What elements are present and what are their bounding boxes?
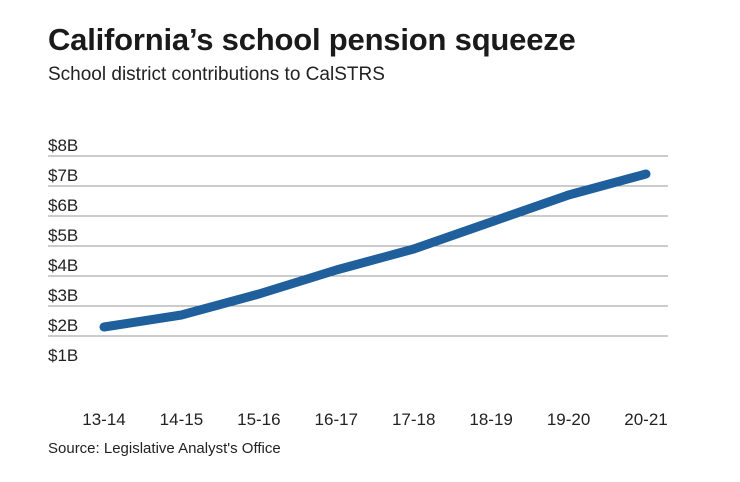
- x-tick-label: 16-17: [315, 410, 358, 429]
- x-tick-label: 13-14: [82, 410, 125, 429]
- y-tick-label: $5B: [48, 226, 78, 245]
- chart-title: California’s school pension squeeze: [48, 22, 576, 57]
- x-tick-label: 14-15: [160, 410, 203, 429]
- x-tick-label: 18-19: [469, 410, 512, 429]
- x-tick-label: 17-18: [392, 410, 435, 429]
- series-layer: [99, 169, 651, 332]
- x-tick-label: 19-20: [547, 410, 590, 429]
- y-tick-label: $4B: [48, 256, 78, 275]
- x-tick-label: 20-21: [624, 410, 667, 429]
- y-tick-label: $7B: [48, 166, 78, 185]
- gridlines: [48, 155, 668, 337]
- y-axis-ticks: $1B $2B $3B $4B $5B $6B $7B $8B: [48, 136, 78, 365]
- series-line: [99, 169, 651, 332]
- source-note: Source: Legislative Analyst's Office: [48, 440, 281, 457]
- y-tick-label: $2B: [48, 316, 78, 335]
- y-tick-label: $6B: [48, 196, 78, 215]
- x-axis-ticks: 13-14 14-15 15-16 16-17 17-18 18-19 19-20 20-21: [82, 410, 667, 429]
- chart-subtitle: School district contributions to CalSTRS: [48, 64, 385, 85]
- y-tick-label: $3B: [48, 286, 78, 305]
- y-tick-label: $1B: [48, 346, 78, 365]
- x-tick-label: 15-16: [237, 410, 280, 429]
- y-tick-label: $8B: [48, 136, 78, 155]
